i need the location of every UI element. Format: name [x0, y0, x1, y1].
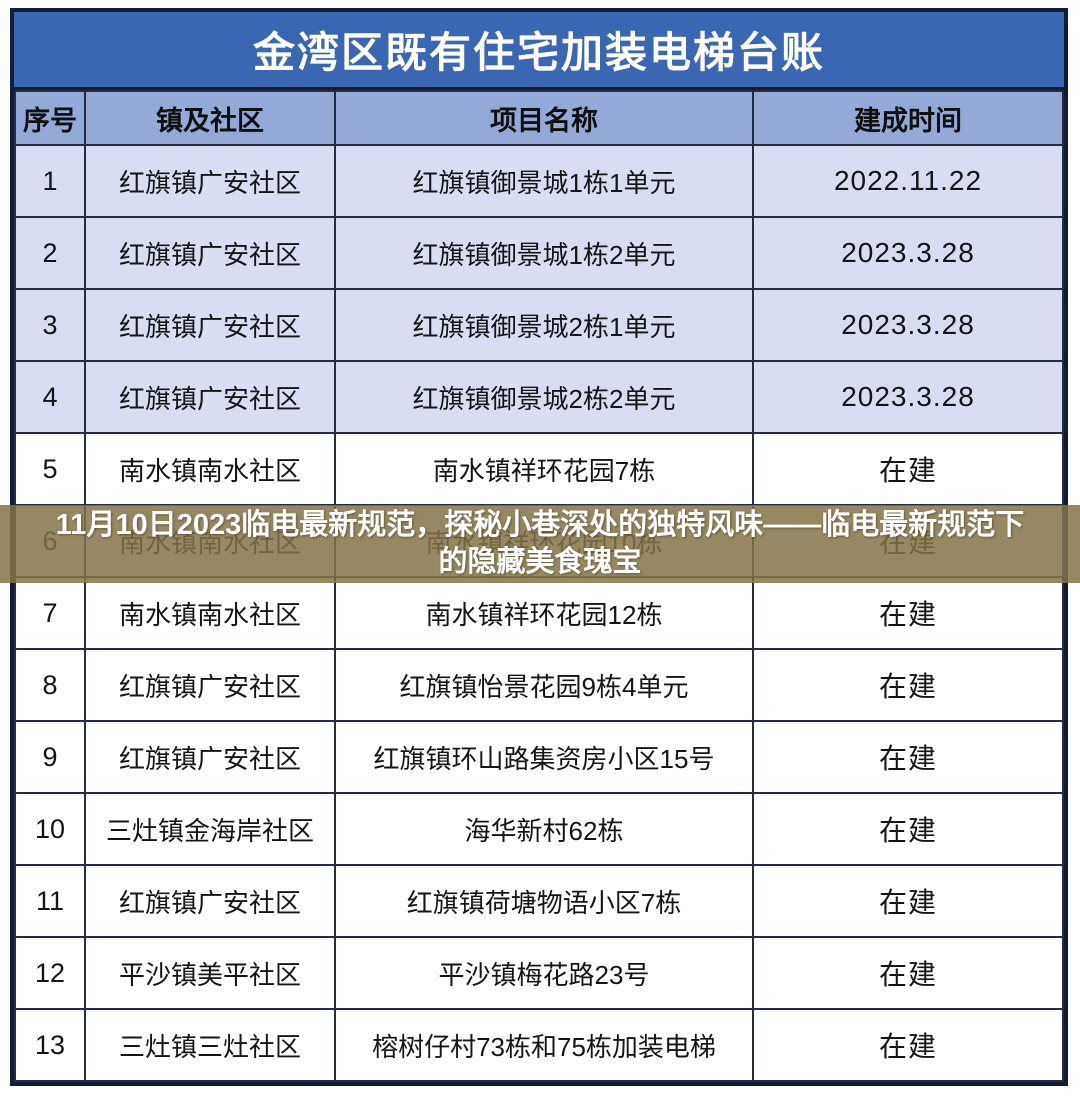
cell-no: 1 [14, 144, 86, 218]
cell-status: 在建 [752, 720, 1064, 794]
table-row: 12 平沙镇美平社区 平沙镇梅花路23号 在建 [14, 936, 1064, 1010]
cell-status: 在建 [752, 1008, 1064, 1082]
cell-community: 红旗镇广安社区 [84, 288, 336, 362]
table-title: 金湾区既有住宅加装电梯台账 [14, 12, 1064, 90]
cell-community: 红旗镇广安社区 [84, 648, 336, 722]
cell-project: 红旗镇环山路集资房小区15号 [334, 720, 754, 794]
ledger-grid: 序号 镇及社区 项目名称 建成时间 1 红旗镇广安社区 红旗镇御景城1栋1单元 … [14, 90, 1064, 1082]
cell-status: 在建 [752, 648, 1064, 722]
header-row: 序号 镇及社区 项目名称 建成时间 [14, 90, 1064, 146]
cell-project: 红旗镇御景城1栋2单元 [334, 216, 754, 290]
cell-status: 在建 [752, 432, 1064, 506]
cell-no: 13 [14, 1008, 86, 1082]
cell-project: 海华新村62栋 [334, 792, 754, 866]
cell-community: 红旗镇广安社区 [84, 144, 336, 218]
cell-community: 平沙镇美平社区 [84, 936, 336, 1010]
cell-project: 红旗镇御景城2栋1单元 [334, 288, 754, 362]
cell-no: 3 [14, 288, 86, 362]
cell-status: 2023.3.28 [752, 360, 1064, 434]
watermark-caption-banner: 11月10日2023临电最新规范，探秘小巷深处的独特风味——临电最新规范下的隐藏… [0, 505, 1080, 583]
cell-project: 榕树仔村73栋和75栋加装电梯 [334, 1008, 754, 1082]
elevator-ledger-table: 金湾区既有住宅加装电梯台账 序号 镇及社区 项目名称 建成时间 1 红旗镇广安社… [10, 8, 1068, 1086]
cell-status: 在建 [752, 936, 1064, 1010]
col-header-no: 序号 [14, 90, 86, 146]
cell-community: 南水镇南水社区 [84, 576, 336, 650]
table-row: 10 三灶镇金海岸社区 海华新村62栋 在建 [14, 792, 1064, 866]
cell-status: 在建 [752, 576, 1064, 650]
table-row: 9 红旗镇广安社区 红旗镇环山路集资房小区15号 在建 [14, 720, 1064, 794]
cell-no: 4 [14, 360, 86, 434]
cell-no: 2 [14, 216, 86, 290]
cell-no: 10 [14, 792, 86, 866]
table-row: 3 红旗镇广安社区 红旗镇御景城2栋1单元 2023.3.28 [14, 288, 1064, 362]
cell-no: 7 [14, 576, 86, 650]
cell-status: 2023.3.28 [752, 288, 1064, 362]
cell-community: 三灶镇金海岸社区 [84, 792, 336, 866]
cell-project: 红旗镇荷塘物语小区7栋 [334, 864, 754, 938]
cell-no: 9 [14, 720, 86, 794]
table-row: 5 南水镇南水社区 南水镇祥环花园7栋 在建 [14, 432, 1064, 506]
cell-project: 红旗镇御景城2栋2单元 [334, 360, 754, 434]
cell-no: 8 [14, 648, 86, 722]
table-row: 11 红旗镇广安社区 红旗镇荷塘物语小区7栋 在建 [14, 864, 1064, 938]
table-row: 8 红旗镇广安社区 红旗镇怡景花园9栋4单元 在建 [14, 648, 1064, 722]
cell-no: 5 [14, 432, 86, 506]
col-header-project: 项目名称 [334, 90, 754, 146]
cell-community: 南水镇南水社区 [84, 432, 336, 506]
cell-community: 红旗镇广安社区 [84, 864, 336, 938]
cell-community: 红旗镇广安社区 [84, 216, 336, 290]
cell-no: 12 [14, 936, 86, 1010]
cell-status: 2023.3.28 [752, 216, 1064, 290]
table-row: 1 红旗镇广安社区 红旗镇御景城1栋1单元 2022.11.22 [14, 144, 1064, 218]
table-row: 13 三灶镇三灶社区 榕树仔村73栋和75栋加装电梯 在建 [14, 1008, 1064, 1082]
table-row: 7 南水镇南水社区 南水镇祥环花园12栋 在建 [14, 576, 1064, 650]
cell-community: 三灶镇三灶社区 [84, 1008, 336, 1082]
cell-community: 红旗镇广安社区 [84, 360, 336, 434]
table-header: 序号 镇及社区 项目名称 建成时间 [14, 90, 1064, 146]
table-row: 2 红旗镇广安社区 红旗镇御景城1栋2单元 2023.3.28 [14, 216, 1064, 290]
table-body: 1 红旗镇广安社区 红旗镇御景城1栋1单元 2022.11.22 2 红旗镇广安… [14, 144, 1064, 1082]
watermark-caption-text: 11月10日2023临电最新规范，探秘小巷深处的独特风味——临电最新规范下的隐藏… [55, 509, 1025, 578]
cell-status: 在建 [752, 864, 1064, 938]
cell-status: 2022.11.22 [752, 144, 1064, 218]
cell-community: 红旗镇广安社区 [84, 720, 336, 794]
cell-project: 红旗镇御景城1栋1单元 [334, 144, 754, 218]
cell-project: 南水镇祥环花园7栋 [334, 432, 754, 506]
table-row: 4 红旗镇广安社区 红旗镇御景城2栋2单元 2023.3.28 [14, 360, 1064, 434]
col-header-date: 建成时间 [752, 90, 1064, 146]
col-header-community: 镇及社区 [84, 90, 336, 146]
cell-project: 红旗镇怡景花园9栋4单元 [334, 648, 754, 722]
cell-project: 南水镇祥环花园12栋 [334, 576, 754, 650]
cell-status: 在建 [752, 792, 1064, 866]
cell-no: 11 [14, 864, 86, 938]
cell-project: 平沙镇梅花路23号 [334, 936, 754, 1010]
